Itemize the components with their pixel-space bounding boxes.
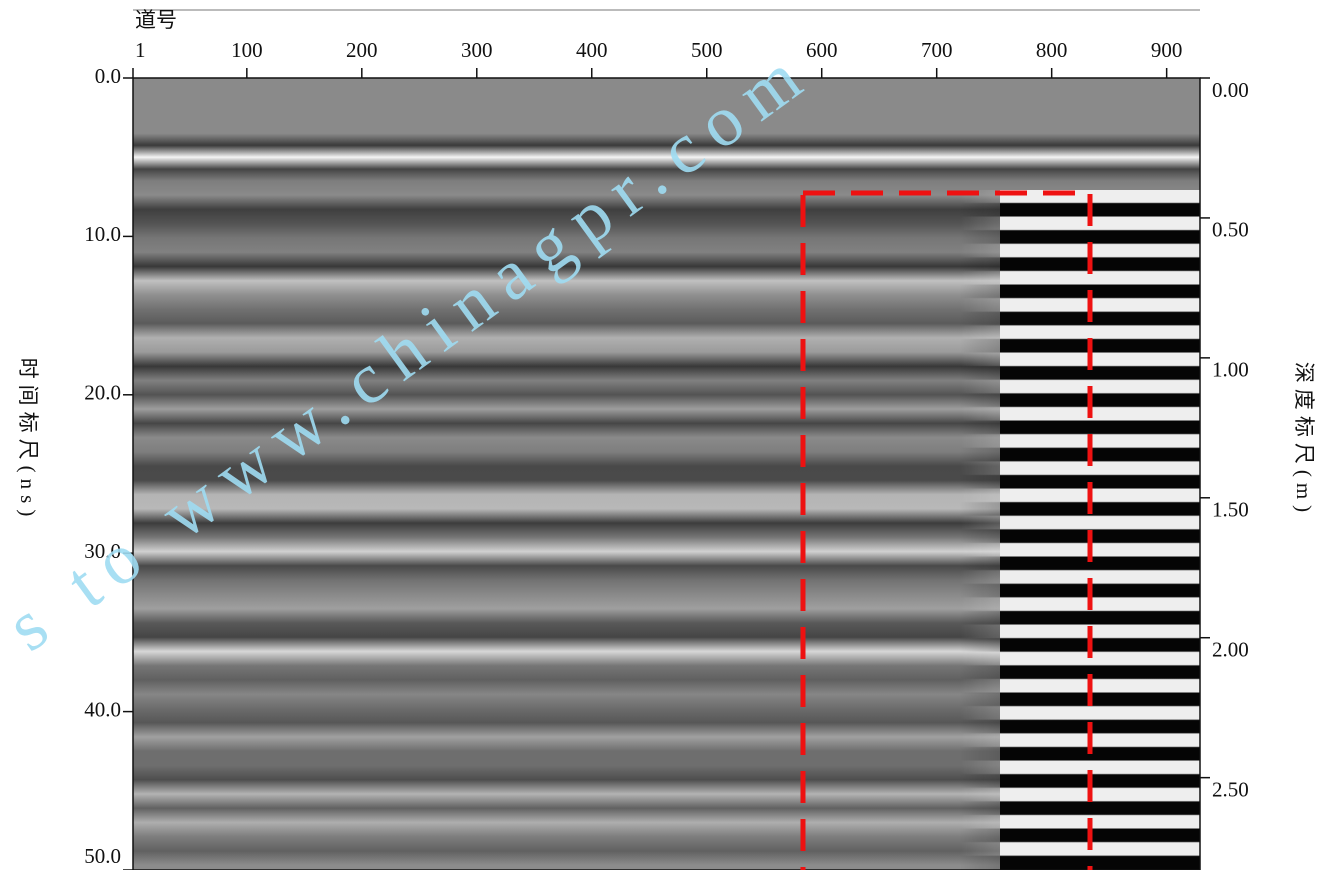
x-tick-label: 400: [576, 38, 608, 62]
x-tick-label: 200: [346, 38, 378, 62]
y2-tick-label: 0.00: [1212, 78, 1249, 102]
y2-tick-label: 2.00: [1212, 638, 1249, 662]
x-tick-label: 900: [1151, 38, 1183, 62]
y-axis-title: 时间标尺(ns): [16, 358, 40, 523]
y2-axis-title: 深度标尺(m): [1292, 362, 1316, 518]
x-tick-label: 100: [231, 38, 263, 62]
y-tick-label: 20.0: [84, 381, 121, 405]
x-tick-label: 600: [806, 38, 838, 62]
x-tick-label: 800: [1036, 38, 1068, 62]
x-axis-title: 道号: [135, 8, 177, 32]
y2-tick-label: 1.00: [1212, 358, 1249, 382]
y2-tick-label: 1.50: [1212, 498, 1249, 522]
y-tick-label: 50.0: [84, 844, 121, 868]
y2-tick-label: 0.50: [1212, 218, 1249, 242]
anomaly-reflections: [960, 190, 1200, 870]
x-tick-label: 500: [691, 38, 723, 62]
y2-tick-label: 2.50: [1212, 777, 1249, 801]
y-tick-label: 10.0: [84, 222, 121, 246]
chart: 道号 时间标尺(ns) 深度标尺(m) 1 100 200 300 400 500 600 7…: [0, 0, 1324, 870]
x-tick-label: 700: [921, 38, 953, 62]
y-tick-label: 0.0: [95, 64, 121, 88]
x-tick-label: 1: [135, 38, 146, 62]
y-tick-label: 40.0: [84, 697, 121, 721]
x-tick-label: 300: [461, 38, 493, 62]
